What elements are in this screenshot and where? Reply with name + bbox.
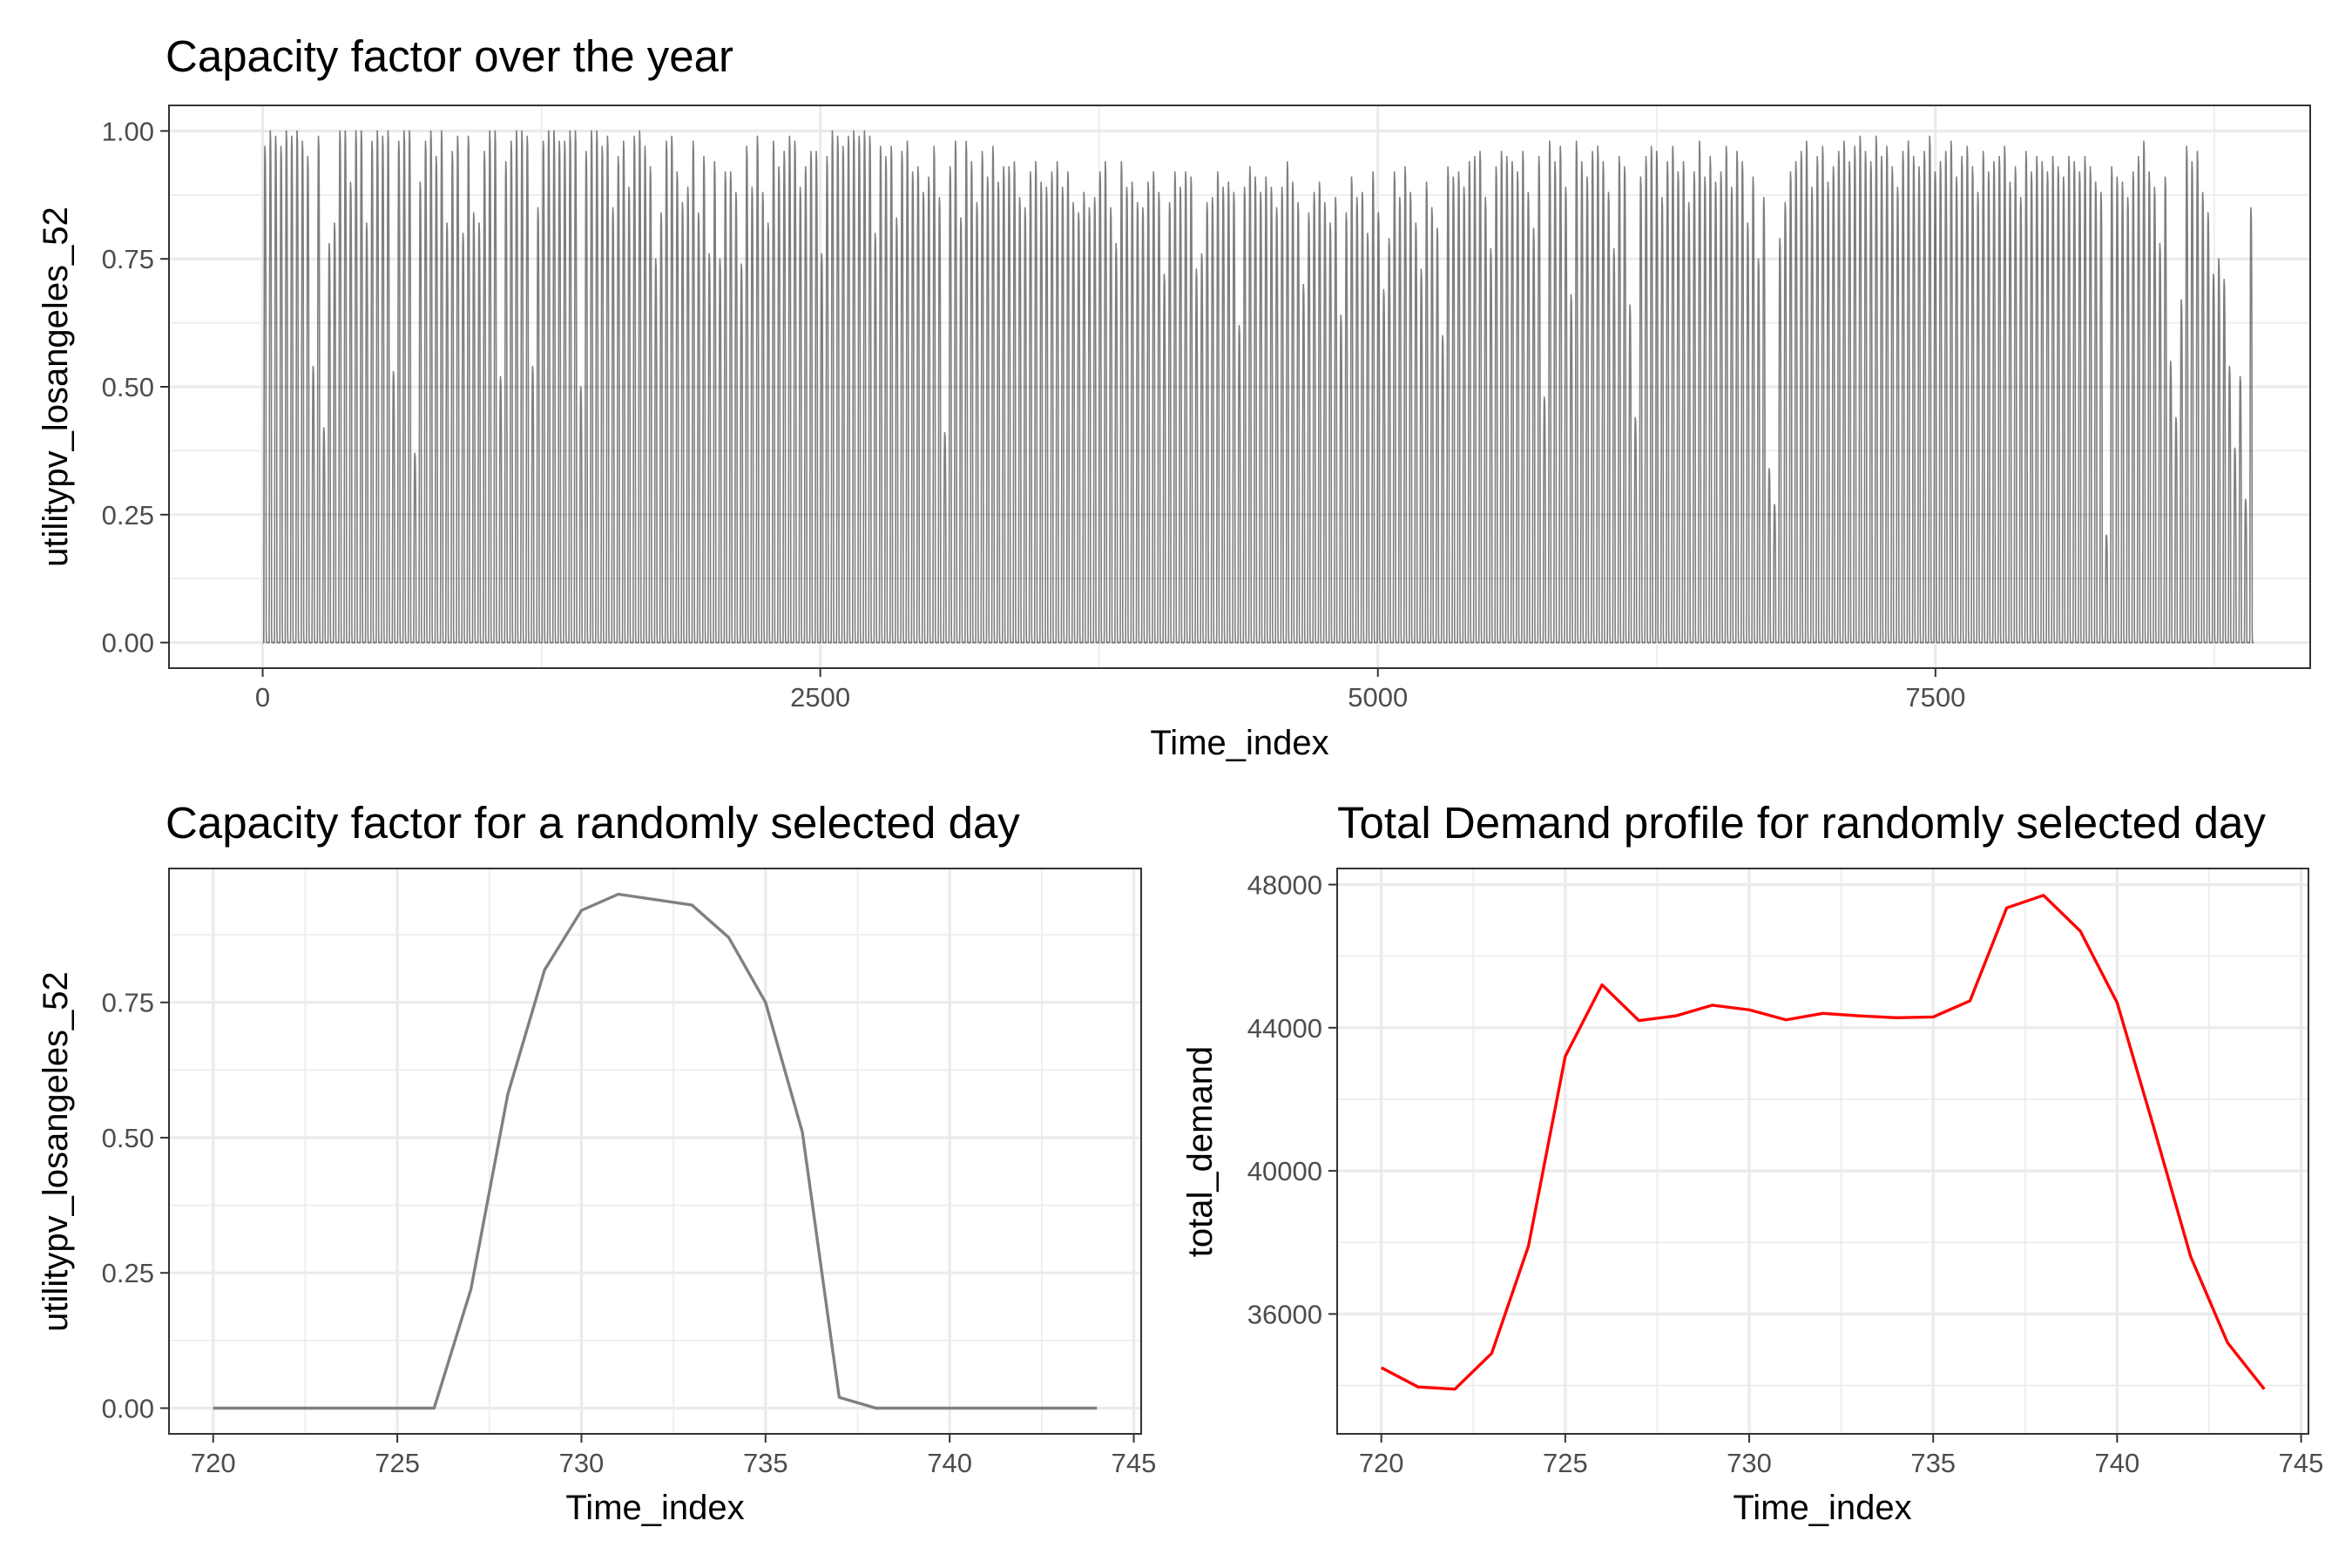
axis-ticks: 0 2500 5000 7500 0.00 0.25 0.50 0.75 1.00 [102, 116, 1966, 713]
chart-capacity-factor-year: Capacity factor over the year 0 2500 5000 7… [37, 31, 2311, 762]
y-tick-label: 0.25 [102, 1258, 154, 1288]
x-tick-label: 720 [1359, 1448, 1404, 1478]
y-tick-label: 0.75 [102, 244, 154, 274]
y-tick-label: 0.75 [102, 988, 154, 1018]
y-axis-title: utilitypv_losangeles_52 [37, 971, 75, 1332]
x-tick-label: 720 [191, 1448, 236, 1478]
x-tick-label: 740 [2095, 1448, 2140, 1478]
x-tick-label: 730 [1727, 1448, 1772, 1478]
x-tick-label: 5000 [1348, 682, 1408, 713]
x-axis-title: Time_index [1150, 724, 1328, 762]
y-tick-label: 0.50 [102, 372, 154, 402]
series-line [213, 892, 1098, 1410]
x-tick-label: 0 [255, 682, 270, 713]
panel-border [1336, 868, 2309, 1435]
y-tick-label: 48000 [1247, 869, 1322, 900]
line-series [261, 130, 2254, 644]
x-tick-label: 725 [1543, 1448, 1588, 1478]
x-tick-label: 735 [1910, 1448, 1956, 1478]
chart-title: Capacity factor for a randomly selected … [166, 798, 1020, 848]
chart-total-demand-day: Total Demand profile for randomly select… [1181, 798, 2323, 1527]
axis-ticks: 720 725 730 735 740 745 0.00 0.25 0.50 0.75 [102, 988, 1157, 1478]
chart-title: Total Demand profile for randomly select… [1337, 798, 2266, 848]
line-series [1380, 894, 2266, 1391]
chart-capacity-factor-day: Capacity factor for a randomly selected … [37, 798, 1156, 1527]
x-tick-label: 740 [927, 1448, 972, 1478]
axis-ticks: 720 725 730 735 740 745 36000 40000 44000 48000 [1247, 869, 2324, 1478]
x-axis-title: Time_index [1733, 1489, 1911, 1527]
series-line [1380, 894, 2266, 1391]
y-tick-label: 0.00 [102, 628, 154, 659]
panel-border [168, 868, 1142, 1435]
y-tick-label: 0.00 [102, 1394, 154, 1424]
line-series [213, 892, 1098, 1410]
y-tick-label: 36000 [1247, 1299, 1322, 1329]
x-tick-label: 735 [743, 1448, 788, 1478]
y-axis-title: utilitypv_losangeles_52 [37, 206, 75, 567]
y-tick-label: 0.25 [102, 500, 154, 531]
x-tick-label: 725 [375, 1448, 420, 1478]
x-axis-title: Time_index [565, 1489, 744, 1527]
y-axis-title: total_demand [1181, 1046, 1220, 1257]
x-tick-label: 745 [2279, 1448, 2324, 1478]
x-tick-label: 730 [559, 1448, 605, 1478]
y-tick-label: 1.00 [102, 116, 154, 146]
series-line [261, 130, 2254, 644]
y-tick-label: 0.50 [102, 1123, 154, 1153]
x-tick-label: 745 [1112, 1448, 1157, 1478]
y-tick-label: 40000 [1247, 1156, 1322, 1186]
x-tick-label: 7500 [1905, 682, 1965, 713]
x-tick-label: 2500 [790, 682, 850, 713]
y-tick-label: 44000 [1247, 1013, 1322, 1044]
chart-title: Capacity factor over the year [166, 31, 733, 81]
